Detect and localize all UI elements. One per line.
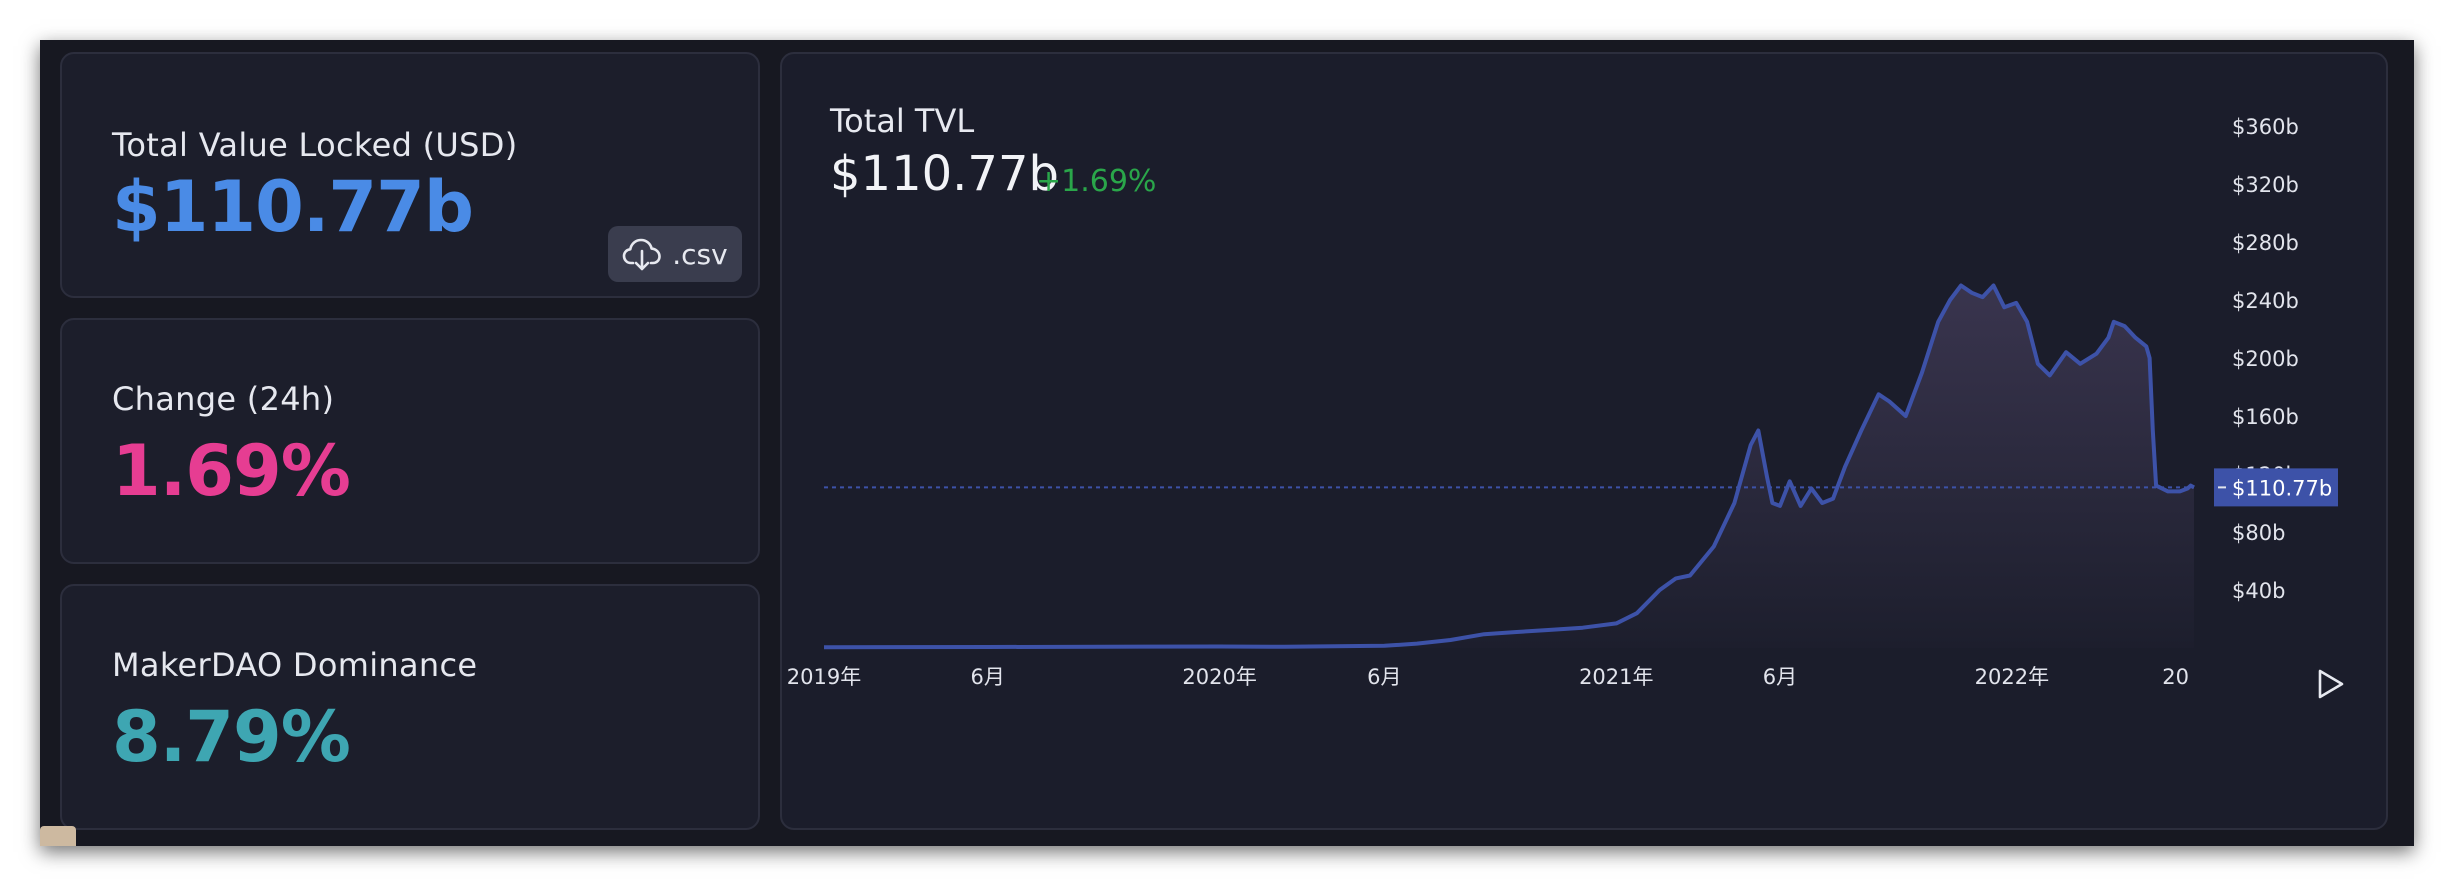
tvl-data-point (1904, 414, 1908, 418)
tvl-data-point (2123, 324, 2127, 328)
tvl-data-point (2144, 344, 2148, 348)
x-tick-label: 6月 (1367, 665, 1401, 689)
y-tick-label: $160b (2232, 405, 2299, 429)
tvl-data-point (1799, 504, 1803, 508)
tvl-data-point (1515, 630, 1519, 634)
tvl-data-point (1992, 284, 1996, 288)
tvl-data-point (1283, 645, 1287, 649)
tvl-data-point (1658, 588, 1662, 592)
dominance-value: 8.79% (112, 696, 351, 778)
tvl-data-point (1778, 504, 1782, 508)
tvl-data-point (2048, 373, 2052, 377)
current-value-tag (2214, 468, 2338, 507)
tvl-data-point (1948, 298, 1952, 302)
dominance-card: MakerDAO Dominance 8.79% (60, 584, 760, 830)
tvl-data-point (1449, 638, 1453, 642)
tvl-data-point (1970, 291, 1974, 295)
tvl-data-point (1749, 443, 1753, 447)
tvl-data-point (1581, 626, 1585, 630)
tvl-data-point (1756, 429, 1760, 433)
tvl-data-point (2178, 489, 2182, 493)
x-tick-label: 2020年 (1182, 665, 1256, 689)
tvl-data-point (1614, 621, 1618, 625)
tvl-data-point (1920, 371, 1924, 375)
cloud-download-icon (622, 238, 662, 271)
x-tick-label: 2021年 (1579, 665, 1653, 689)
tvl-data-point (2148, 356, 2152, 360)
download-csv-button[interactable]: .csv (608, 226, 742, 282)
avatar-thumbnail (40, 826, 76, 846)
tvl-area-chart[interactable]: $360b$320b$280b$240b$200b$160b$120b$80b$… (782, 54, 2386, 828)
tvl-area (824, 285, 2194, 648)
tvl-data-point (1859, 429, 1863, 433)
tvl-data-point (2078, 362, 2082, 366)
tvl-data-point (822, 645, 826, 649)
tvl-data-point (1820, 501, 1824, 505)
current-value-tag-label: $110.77b (2232, 476, 2332, 500)
tvl-data-point (1482, 632, 1486, 636)
tvl-chart-card: Total TVL $110.77b +1.69% $360b $320b $280… (780, 52, 2388, 830)
dominance-label: MakerDAO Dominance (112, 646, 478, 684)
tvl-data-point (1688, 574, 1692, 578)
dashboard-frame: Total Value Locked (USD) $110.77b .csv C… (40, 40, 2414, 846)
x-tick-label: 2019年 (787, 665, 861, 689)
tvl-data-point (2151, 429, 2155, 433)
play-icon[interactable] (2318, 669, 2344, 699)
tvl-data-point (1732, 501, 1736, 505)
tvl-data-point (986, 645, 990, 649)
tvl-data-point (1770, 501, 1774, 505)
tvl-data-point (2106, 336, 2110, 340)
y-tick-label: $280b (2232, 231, 2299, 255)
x-tick-label: 20 (2162, 665, 2189, 689)
x-tick-label: 6月 (970, 665, 1004, 689)
chart-title: Total TVL (830, 102, 975, 140)
change-label: Change (24h) (112, 380, 335, 418)
tvl-data-point (1382, 644, 1386, 648)
y-tick-label: $80b (2232, 521, 2285, 545)
tvl-data-point (2036, 362, 2040, 366)
tvl-data-point (1548, 628, 1552, 632)
tvl-value: $110.77b (112, 166, 474, 248)
tvl-card: Total Value Locked (USD) $110.77b .csv (60, 52, 760, 298)
tvl-data-point (1712, 545, 1716, 549)
tvl-data-point (1218, 645, 1222, 649)
tvl-data-point (2002, 305, 2006, 309)
y-tick-label: $320b (2232, 173, 2299, 197)
tvl-label: Total Value Locked (USD) (112, 126, 518, 164)
tvl-data-point (2064, 350, 2068, 354)
x-tick-label: 6月 (1763, 665, 1797, 689)
tvl-data-point (2166, 489, 2170, 493)
tvl-data-point (1765, 475, 1769, 479)
tvl-data-point (2025, 320, 2029, 324)
tvl-data-point (1635, 611, 1639, 615)
y-tick-label: $240b (2232, 289, 2299, 313)
y-tick-label: $360b (2232, 115, 2299, 139)
csv-label: .csv (672, 237, 728, 271)
tvl-data-point (1788, 479, 1792, 483)
y-tick-label: $200b (2232, 347, 2299, 371)
tvl-data-point (1959, 284, 1963, 288)
tvl-data-point (2134, 336, 2138, 340)
change-card: Change (24h) 1.69% (60, 318, 760, 564)
chart-current-value: $110.77b (830, 146, 1059, 202)
y-tick-label: $40b (2232, 579, 2285, 603)
tvl-data-point (1936, 320, 1940, 324)
change-value: 1.69% (112, 430, 351, 512)
tvl-data-point (1877, 392, 1881, 396)
tvl-data-point (1981, 295, 1985, 299)
tvl-data-point (1887, 400, 1891, 404)
tvl-data-point (1831, 497, 1835, 501)
chart-change: +1.69% (1036, 164, 1157, 199)
tvl-data-point (1674, 576, 1678, 580)
tvl-data-point (2112, 320, 2116, 324)
x-tick-label: 2022年 (1975, 665, 2049, 689)
tvl-data-point (1415, 642, 1419, 646)
tvl-data-point (2014, 301, 2018, 305)
tvl-data-point (2095, 352, 2099, 356)
tvl-series-line (823, 283, 2195, 650)
tvl-data-point (1843, 465, 1847, 469)
